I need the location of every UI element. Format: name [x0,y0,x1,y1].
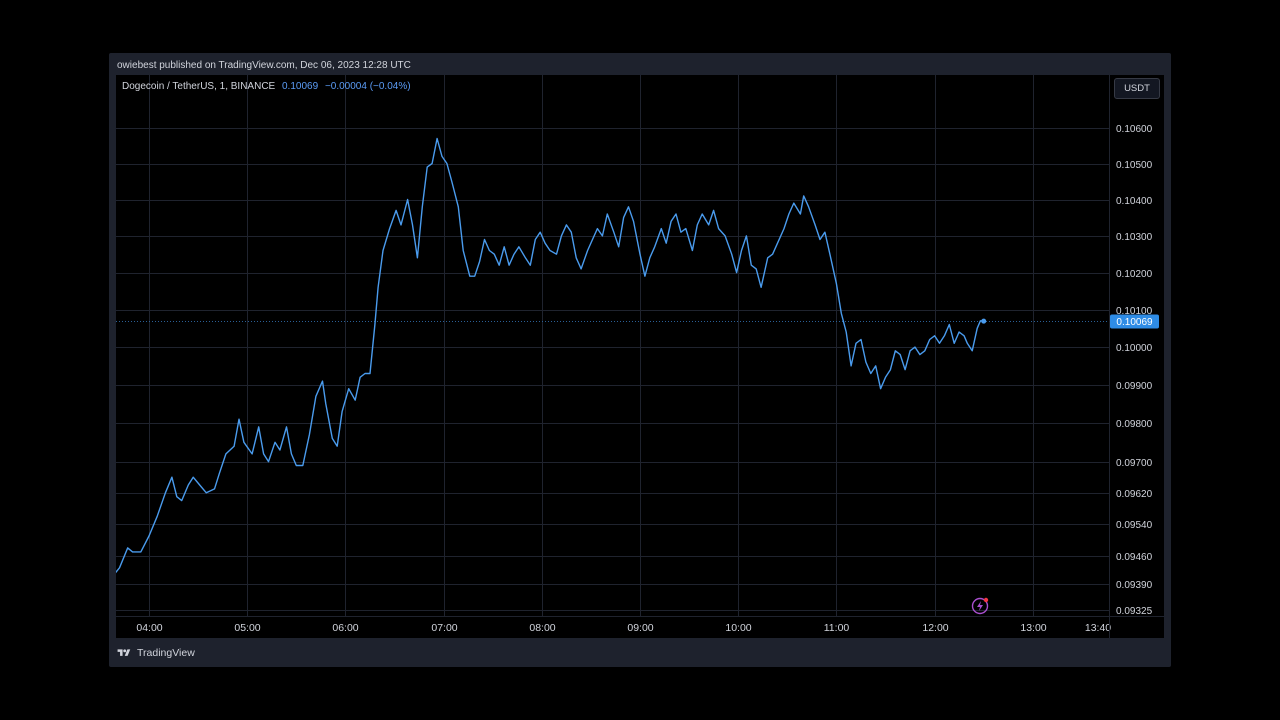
x-tick-label: 07:00 [431,622,457,634]
lightning-icon[interactable] [971,597,989,615]
y-tick-label: 0.10600 [1116,124,1153,135]
y-tick-label: 0.09620 [1116,489,1153,500]
symbol-name: Dogecoin / TetherUS, 1, BINANCE [122,81,276,92]
price-chart[interactable]: 0.10600 0.10500 0.10400 0.10300 0.10200 0.101… [116,75,1164,638]
x-tick-label: 09:00 [627,622,653,634]
symbol-change: −0.00004 (−0.04%) [324,81,411,92]
x-tick-label: 13:00 [1020,622,1046,634]
y-tick-label: 0.09325 [1116,606,1153,617]
currency-button[interactable]: USDT [1114,78,1160,99]
y-tick-label: 0.10300 [1116,232,1153,243]
y-tick-label: 0.09700 [1116,458,1153,469]
x-tick-label: 04:00 [136,622,162,634]
last-price-dot [981,318,987,324]
footer-brand: TradingView [137,647,195,659]
lightning-bolt-shape [977,601,983,611]
symbol-legend: Dogecoin / TetherUS, 1, BINANCE 0.10069 … [122,80,411,94]
y-tick-label: 0.10500 [1116,160,1153,171]
y-tick-label: 0.09800 [1116,419,1153,430]
x-tick-label: 10:00 [725,622,751,634]
chart-area[interactable]: 0.10600 0.10500 0.10400 0.10300 0.10200 0.101… [116,75,1164,638]
x-tick-label: 12:00 [922,622,948,634]
last-price-badge-label: 0.10069 [1116,317,1153,328]
y-tick-label: 0.10100 [1116,306,1153,317]
x-tick-label: 11:00 [824,622,850,634]
x-tick-label: 13:40 [1085,622,1111,634]
lightning-icon-ring [971,597,989,615]
y-tick-label: 0.09900 [1116,381,1153,392]
footer[interactable]: TradingView [116,645,195,661]
y-tick-label: 0.09540 [1116,520,1153,531]
y-tick-label: 0.10000 [1116,343,1153,354]
chart-frame: owiebest published on TradingView.com, D… [109,53,1171,667]
notification-dot [983,597,989,603]
y-tick-label: 0.10200 [1116,269,1153,280]
y-tick-label: 0.09390 [1116,580,1153,591]
x-tick-label: 06:00 [332,622,358,634]
symbol-price: 0.10069 [282,81,319,92]
y-tick-label: 0.10400 [1116,196,1153,207]
x-tick-label: 05:00 [234,622,260,634]
y-tick-label: 0.09460 [1116,552,1153,563]
last-price-badge [1110,314,1159,329]
x-tick-label: 08:00 [529,622,555,634]
price-series-line [116,137,984,574]
publisher-caption: owiebest published on TradingView.com, D… [117,60,411,71]
tradingview-logo-icon [117,649,131,656]
